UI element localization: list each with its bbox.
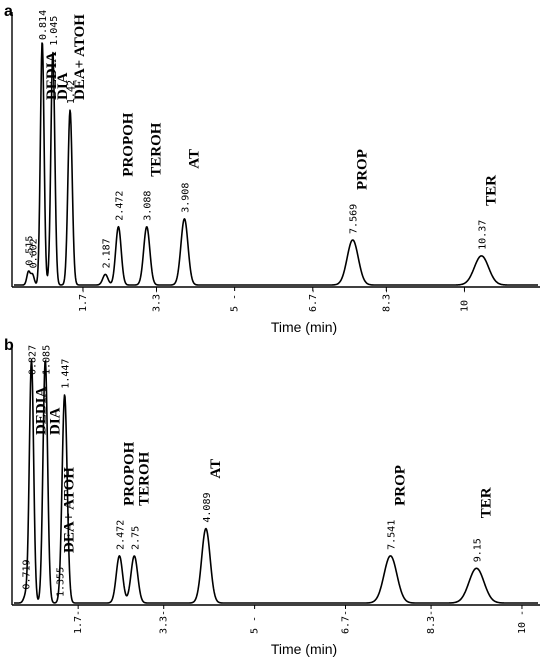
compound-name-label: PROP [355, 149, 371, 190]
retention-time-label: 0.515 [24, 236, 35, 266]
retention-time-label: 10.37 [477, 220, 488, 250]
compound-name-label: TER [483, 175, 499, 206]
compound-name-label: PROPOH [121, 441, 137, 505]
compound-name-label: TEROH [136, 451, 152, 506]
trace-a [13, 42, 539, 286]
x-ticks-b: 1.7- 3.3- 5 - 6.7- 8.3- 10 - [73, 605, 528, 634]
x-tick-label: 5 - [230, 294, 241, 312]
compound-name-label: DIA [47, 407, 63, 435]
x-tick-label: 8.3- [426, 610, 437, 634]
retention-time-label: 1.085 [41, 345, 52, 375]
retention-time-label: 1.447 [61, 359, 72, 389]
compound-name-label: DIA [55, 72, 71, 100]
retention-time-label: 0.602 [28, 238, 39, 268]
x-tick-label: 6.7- [341, 610, 352, 634]
x-tick-label: 8.3- [381, 288, 392, 312]
compound-name-label: PROP [392, 465, 408, 506]
retention-time-label: 0.827 [27, 345, 38, 375]
retention-time-label: 7.541 [386, 520, 397, 550]
retention-time-label: 3.908 [180, 183, 191, 213]
x-tick-label: 10 - [517, 610, 528, 634]
retention-time-label: 0.719 [22, 559, 33, 589]
compound-name-label: DEDIA [33, 386, 49, 435]
compound-name-label: DEA+ ATOH [72, 14, 88, 100]
retention-time-label: 1.355 [56, 567, 67, 597]
retention-time-label: 0.814 [38, 10, 49, 40]
x-tick-label: 3.3- [159, 610, 170, 634]
compound-name-label: AT [186, 149, 202, 169]
retention-time-label: 7.569 [349, 204, 360, 234]
x-tick-label: 6.7- [308, 288, 319, 312]
compound-name-label: PROPOH [120, 112, 136, 176]
retention-time-label: 1.42 [66, 80, 77, 104]
panel-letter-b: b [4, 337, 14, 354]
x-tick-label: 5 - [250, 616, 261, 634]
x-ticks-a: 1.7- 3.3- 5 - 6.7- 8.3- 10 - [78, 287, 470, 312]
compound-name-label: TEROH [149, 122, 165, 177]
x-tick-label: 1.7- [78, 288, 89, 312]
trace-b [13, 359, 539, 604]
retention-time-label: 2.472 [115, 520, 126, 550]
compound-name-label: DEDIA [44, 51, 60, 100]
retention-time-label: 2.75 [130, 526, 141, 550]
compound-name-label: AT [208, 459, 224, 479]
x-axis-label-a: Time (min) [271, 319, 337, 335]
retention-time-label: 3.088 [143, 191, 154, 221]
x-tick-label: 10 - [459, 288, 470, 312]
panel-letter-a: a [4, 3, 13, 20]
retention-time-label: 2.472 [114, 191, 125, 221]
retention-time-label: 4.089 [202, 492, 213, 522]
x-tick-label: 1.7- [73, 610, 84, 634]
panel-b: b 1.7- 3.3- 5 - 6.7- 8.3- 10 - 0.719 0.827 1.08… [4, 337, 540, 657]
retention-time-label: 1.045 [49, 16, 60, 46]
retention-time-label: 9.15 [473, 538, 484, 562]
compound-name-label: TER [479, 487, 495, 518]
retention-time-label: 2.187 [101, 238, 112, 268]
x-axis-label-b: Time (min) [271, 641, 337, 657]
rt-labels-b: 0.719 0.827 1.085 1.447 1.355 2.472 2.75 4.089 7… [22, 345, 484, 597]
compound-name-label: DEA+ ATOH [62, 467, 78, 553]
x-tick-label: 3.3- [151, 288, 162, 312]
